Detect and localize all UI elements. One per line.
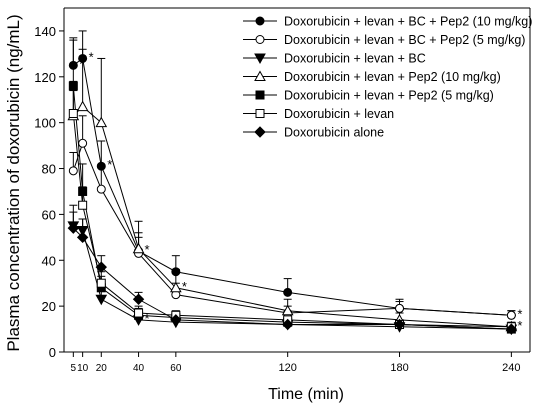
legend-marker (255, 90, 265, 100)
data-point (78, 53, 88, 63)
legend-label: Doxorubicin + levan + BC (284, 52, 426, 66)
legend-label: Doxorubicin + levan + Pep2 (5 mg/kg) (284, 89, 494, 103)
axes: 0 20 40 60 80 100 120 140 5 10 20 40 60 120 180 240 (34, 7, 531, 374)
data-point (78, 200, 88, 210)
data-point (68, 60, 78, 70)
data-point (505, 323, 518, 335)
x-tick-label: 240 (502, 362, 520, 374)
y-axis-title: Plasma concentration of doxorubicin (ng/… (4, 14, 23, 351)
legend: Doxorubicin + levan + BC + Pep2 (10 mg/k… (243, 15, 532, 140)
data-point (132, 293, 145, 305)
significance-asterisk: * (517, 306, 522, 321)
legend-marker (255, 35, 265, 44)
data-point (68, 81, 78, 91)
data-point (76, 231, 89, 244)
x-tick-label: 120 (279, 362, 297, 374)
data-point (506, 310, 516, 320)
data-point (95, 116, 108, 128)
significance-marks: * ******* (79, 49, 522, 332)
legend-label: Doxorubicin + levan + BC + Pep2 (10 mg/k… (284, 15, 532, 29)
significance-asterisk: * (517, 318, 522, 333)
data-point (171, 267, 181, 277)
x-tick-label: 5 (71, 363, 77, 374)
data-point (395, 303, 405, 313)
data-point (95, 294, 108, 306)
y-tick-label: 0 (49, 345, 56, 360)
legend-label: Doxorubicin + levan (284, 107, 394, 121)
y-tick-label: 80 (42, 162, 56, 177)
data-point (76, 225, 89, 237)
data-point (132, 242, 145, 254)
y-tick-label: 40 (42, 253, 56, 268)
significance-asterisk: * (79, 56, 84, 71)
legend-label: Doxorubicin + levan + Pep2 (10 mg/kg) (284, 70, 501, 84)
data-point (169, 281, 182, 293)
significance-asterisk: * (107, 157, 112, 172)
data-point (281, 304, 294, 316)
data-point (96, 161, 106, 171)
legend-label: Doxorubicin alone (284, 126, 384, 140)
significance-asterisk: * (89, 49, 94, 64)
legend-marker (255, 16, 265, 26)
series-line (73, 57, 512, 316)
data-point (68, 166, 78, 176)
legend-marker (254, 70, 266, 81)
markers (67, 53, 518, 336)
x-axis-title: Time (min) (268, 386, 344, 403)
data-point (283, 287, 293, 297)
legend-label: Doxorubicin + levan + BC + Pep2 (5 mg/kg… (284, 33, 525, 47)
data-point (170, 314, 182, 326)
data-point (78, 186, 88, 196)
legend-marker (255, 109, 265, 118)
data-point (95, 261, 107, 273)
series-line (72, 113, 512, 328)
significance-asterisk: * (145, 242, 150, 257)
x-tick-label: 40 (133, 363, 145, 374)
x-tick-label: 10 (77, 363, 89, 374)
y-tick-label: 140 (34, 24, 56, 39)
data-point (393, 318, 406, 331)
data-point (78, 138, 88, 148)
data-point (67, 222, 80, 234)
series-line (72, 141, 512, 316)
y-tick-label: 100 (34, 116, 56, 131)
data-point (68, 108, 78, 118)
data-point (96, 184, 106, 194)
legend-marker (254, 53, 266, 65)
y-tick-label: 20 (42, 299, 56, 314)
x-tick-label: 60 (170, 363, 182, 374)
significance-asterisk: * (182, 279, 187, 294)
x-tick-label: 20 (96, 363, 108, 374)
data-point (281, 318, 294, 331)
x-tick-label: 180 (390, 362, 408, 374)
data-point (76, 100, 89, 112)
data-point (96, 278, 106, 288)
significance-asterisk: * (145, 311, 150, 326)
series-line (72, 227, 512, 330)
data-point (134, 308, 144, 318)
y-tick-label: 60 (42, 207, 56, 222)
legend-marker (254, 126, 266, 138)
y-tick-label: 120 (34, 70, 56, 85)
